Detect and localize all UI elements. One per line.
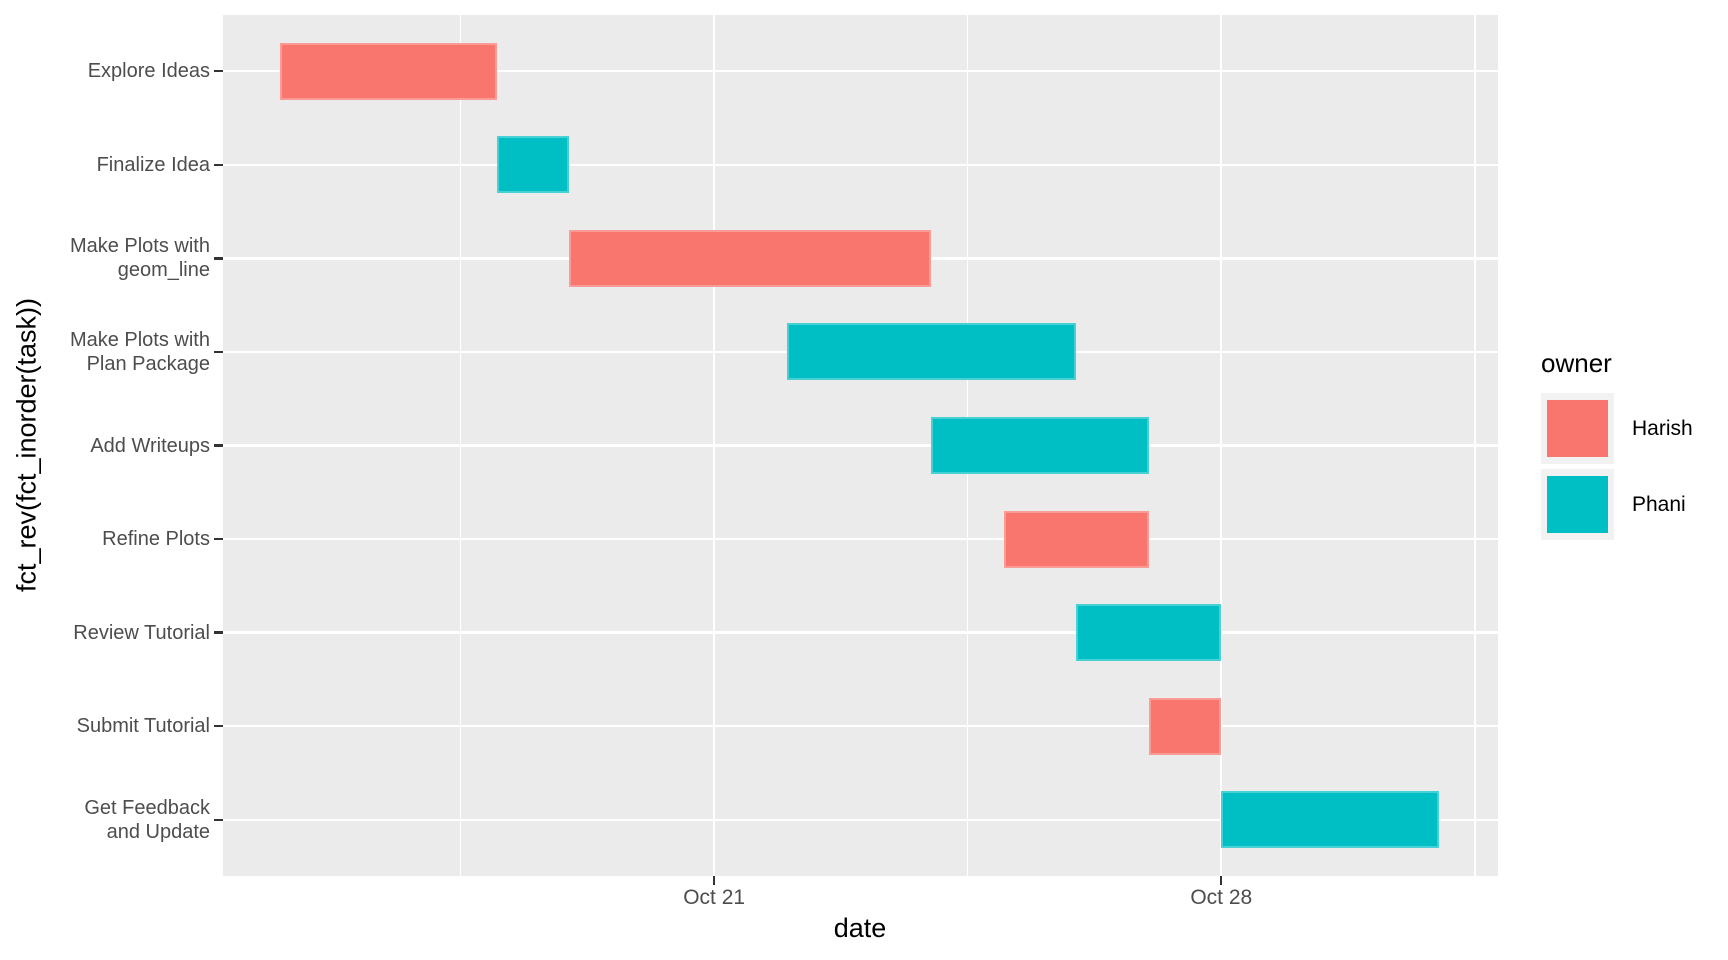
y-axis-label-line: Submit Tutorial	[76, 715, 210, 738]
y-axis-label: Finalize Idea	[0, 153, 210, 177]
y-axis-label: Refine Plots	[0, 527, 210, 551]
legend-entries: Harish Phani	[1541, 393, 1728, 540]
gridline-x-minor	[1474, 15, 1476, 876]
y-axis-tick	[214, 69, 223, 73]
legend-label: Harish	[1632, 416, 1693, 440]
gridline-x-minor	[459, 15, 462, 876]
gridline-y-major	[223, 444, 1498, 447]
y-axis-tick	[214, 818, 223, 822]
plot-panel	[223, 15, 1498, 876]
legend-entry: Phani	[1541, 469, 1728, 540]
gridline-y-major	[223, 163, 1498, 166]
y-axis-label: Review Tutorial	[0, 621, 210, 645]
y-axis-title: fct_rev(fct_inorder(task))	[11, 297, 42, 593]
y-axis-label-line: Refine Plots	[102, 528, 210, 551]
gridline-y-major	[223, 818, 1498, 822]
y-axis-label: Get Feedback and Update	[0, 796, 210, 844]
y-axis-tick	[214, 444, 223, 447]
task-bar	[1076, 604, 1222, 662]
y-axis-label-line: Plan Package	[86, 352, 210, 375]
gridline-y-major	[223, 631, 1498, 634]
x-axis-tick-label: Oct 28	[1190, 886, 1253, 909]
legend-swatch	[1547, 400, 1608, 457]
y-axis-label-line: Get Feedback	[84, 796, 210, 819]
y-axis-label-line: Review Tutorial	[73, 621, 210, 644]
y-axis-tick	[214, 725, 223, 728]
task-bar	[1221, 791, 1439, 849]
task-bar	[496, 136, 570, 194]
y-axis-label-line: Finalize Idea	[96, 153, 210, 176]
legend-key	[1541, 469, 1614, 540]
x-axis-tick	[1220, 876, 1223, 885]
gridline-y-major	[223, 69, 1498, 73]
y-axis-label-line: Make Plots with	[69, 328, 210, 351]
y-axis-tick	[214, 537, 223, 541]
y-axis-label: Make Plots with geom_line	[0, 234, 210, 282]
task-bar	[1148, 697, 1222, 755]
y-axis-label-line: Explore Ideas	[87, 60, 210, 83]
task-bar	[931, 417, 1149, 474]
legend-title: owner	[1541, 348, 1612, 378]
y-axis-label: Submit Tutorial	[0, 714, 210, 738]
gridline-y-major	[223, 725, 1498, 728]
legend: owner Harish Phani	[1541, 348, 1728, 545]
x-axis-title: date	[833, 913, 887, 943]
y-axis-label-line: Add Writeups	[90, 434, 210, 457]
gridline-x-major	[712, 15, 716, 876]
y-axis-tick	[214, 350, 223, 354]
y-axis-label-line: geom_line	[117, 259, 210, 282]
y-axis-label: Add Writeups	[0, 434, 210, 458]
gridline-y-major	[223, 537, 1498, 541]
legend-entry: Harish	[1541, 393, 1728, 464]
legend-swatch	[1547, 476, 1608, 533]
y-axis-tick	[214, 163, 223, 166]
y-axis-label: Make Plots with Plan Package	[0, 328, 210, 376]
y-axis-label: Explore Ideas	[0, 59, 210, 83]
x-axis-tick-label: Oct 21	[683, 886, 746, 909]
task-bar	[569, 229, 932, 287]
x-axis-tick	[712, 876, 716, 885]
task-bar	[279, 42, 497, 100]
y-axis-tick	[214, 257, 223, 260]
y-axis-label-line: Make Plots with	[69, 235, 210, 258]
task-bar	[786, 323, 1077, 381]
legend-key	[1541, 393, 1614, 464]
gridline-x-major	[1220, 15, 1223, 876]
y-axis-label-line: and Update	[106, 820, 210, 843]
task-bar	[1003, 510, 1149, 568]
legend-label: Phani	[1632, 492, 1686, 516]
y-axis-tick	[214, 631, 223, 634]
